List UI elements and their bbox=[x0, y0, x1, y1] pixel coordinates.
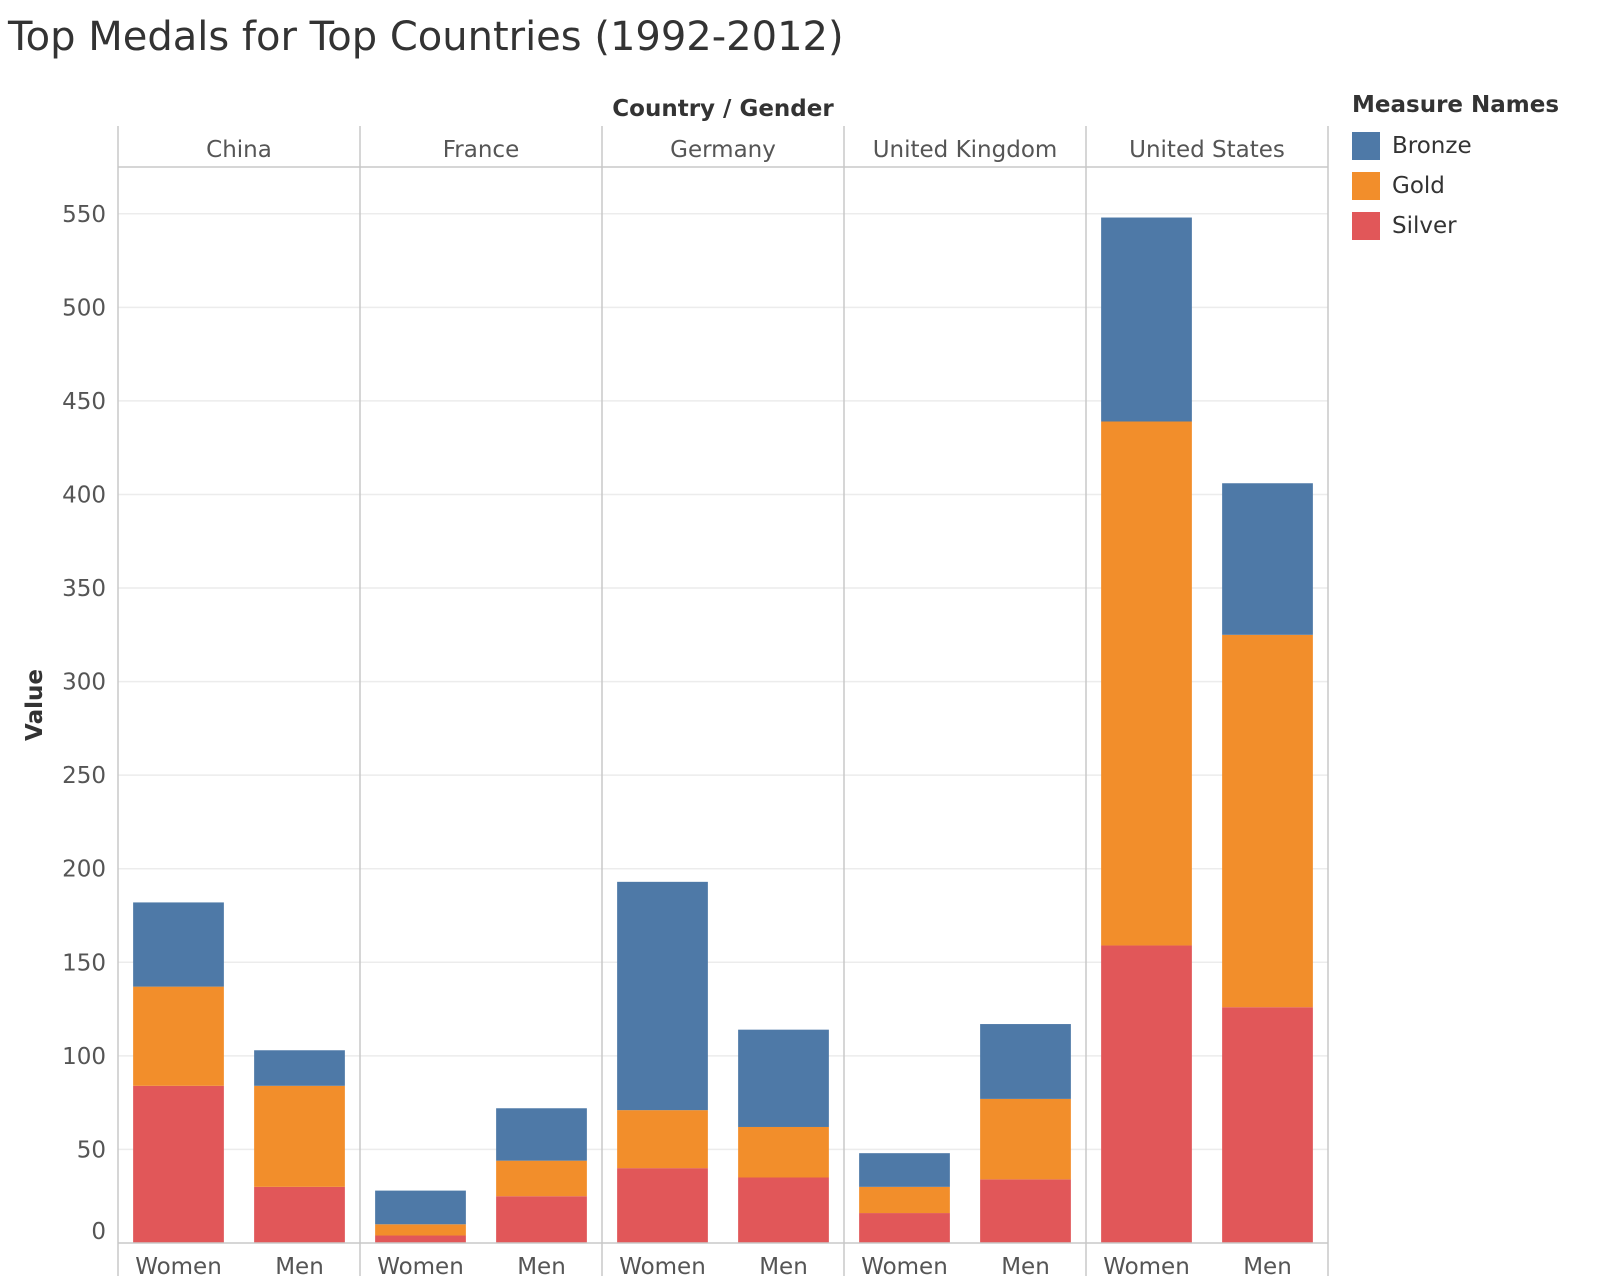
bar-segment-gold bbox=[1222, 634, 1313, 1008]
header-title: Country / Gender bbox=[612, 96, 834, 122]
x-tick-label: Men bbox=[275, 1254, 324, 1276]
bar-segment-bronze bbox=[496, 1108, 587, 1161]
x-tick-label: Women bbox=[861, 1254, 948, 1276]
legend-title: Measure Names bbox=[1352, 92, 1560, 118]
bar-segment-gold bbox=[980, 1098, 1071, 1180]
y-tick-label: 100 bbox=[62, 1044, 106, 1070]
legend-swatch-gold bbox=[1352, 172, 1380, 200]
country-header-label: China bbox=[206, 137, 272, 163]
legend-label-gold: Gold bbox=[1392, 173, 1445, 199]
x-tick-label: Women bbox=[377, 1254, 464, 1276]
bar-segment-silver bbox=[1101, 945, 1192, 1243]
bar-segment-gold bbox=[375, 1224, 466, 1236]
y-tick-label: 350 bbox=[62, 576, 106, 602]
bar-segment-bronze bbox=[980, 1024, 1071, 1099]
y-tick-label: 450 bbox=[62, 389, 106, 415]
bar-segment-silver bbox=[254, 1186, 345, 1243]
legend-swatch-bronze bbox=[1352, 132, 1380, 160]
bar-segment-gold bbox=[133, 986, 224, 1086]
x-tick-label: Men bbox=[1001, 1254, 1050, 1276]
y-tick-label: 300 bbox=[62, 670, 106, 696]
country-header-label: United States bbox=[1129, 137, 1285, 163]
bar-segment-silver bbox=[859, 1213, 950, 1243]
legend-item-gold[interactable]: Gold bbox=[1352, 166, 1602, 206]
y-tick-label: 0 bbox=[91, 1219, 106, 1245]
y-tick-label: 400 bbox=[62, 482, 106, 508]
x-tick-label: Men bbox=[1243, 1254, 1292, 1276]
legend: Measure Names Bronze Gold Silver bbox=[1352, 92, 1602, 246]
legend-item-silver[interactable]: Silver bbox=[1352, 206, 1602, 246]
y-tick-label: 150 bbox=[62, 950, 106, 976]
y-tick-label: 250 bbox=[62, 763, 106, 789]
x-tick-label: Women bbox=[1103, 1254, 1190, 1276]
x-tick-label: Men bbox=[759, 1254, 808, 1276]
y-tick-label: 200 bbox=[62, 857, 106, 883]
x-tick-label: Women bbox=[135, 1254, 222, 1276]
legend-label-bronze: Bronze bbox=[1392, 133, 1472, 159]
bar-segment-gold bbox=[496, 1160, 587, 1197]
bar-segment-silver bbox=[738, 1177, 829, 1243]
bar-segment-gold bbox=[859, 1186, 950, 1214]
y-tick-label: 50 bbox=[77, 1137, 106, 1163]
y-axis-label: Value bbox=[22, 669, 48, 741]
bar-segment-bronze bbox=[254, 1050, 345, 1086]
legend-label-silver: Silver bbox=[1392, 213, 1457, 239]
bar-segment-bronze bbox=[133, 902, 224, 987]
country-header-label: United Kingdom bbox=[873, 137, 1058, 163]
bar-segment-bronze bbox=[617, 881, 708, 1111]
bar-segment-silver bbox=[617, 1168, 708, 1243]
bar-segment-bronze bbox=[1101, 217, 1192, 422]
bar-segment-silver bbox=[133, 1085, 224, 1243]
x-tick-label: Men bbox=[517, 1254, 566, 1276]
bar-segment-bronze bbox=[859, 1153, 950, 1187]
legend-swatch-silver bbox=[1352, 212, 1380, 240]
bar-segment-silver bbox=[496, 1196, 587, 1243]
y-tick-label: 550 bbox=[62, 202, 106, 228]
legend-item-bronze[interactable]: Bronze bbox=[1352, 126, 1602, 166]
bar-segment-gold bbox=[738, 1126, 829, 1178]
country-header-label: Germany bbox=[670, 137, 776, 163]
bar-segment-bronze bbox=[375, 1190, 466, 1225]
bar-segment-silver bbox=[1222, 1007, 1313, 1243]
bar-segment-bronze bbox=[738, 1029, 829, 1127]
bar-segment-gold bbox=[1101, 421, 1192, 946]
bar-segment-silver bbox=[375, 1235, 466, 1243]
y-tick-label: 500 bbox=[62, 295, 106, 321]
x-tick-label: Women bbox=[619, 1254, 706, 1276]
bar-segment-gold bbox=[617, 1110, 708, 1169]
bar-segment-gold bbox=[254, 1085, 345, 1187]
country-header-label: France bbox=[443, 137, 519, 163]
bar-segment-bronze bbox=[1222, 483, 1313, 635]
chart-title: Top Medals for Top Countries (1992-2012) bbox=[8, 14, 844, 60]
bar-segment-silver bbox=[980, 1179, 1071, 1243]
